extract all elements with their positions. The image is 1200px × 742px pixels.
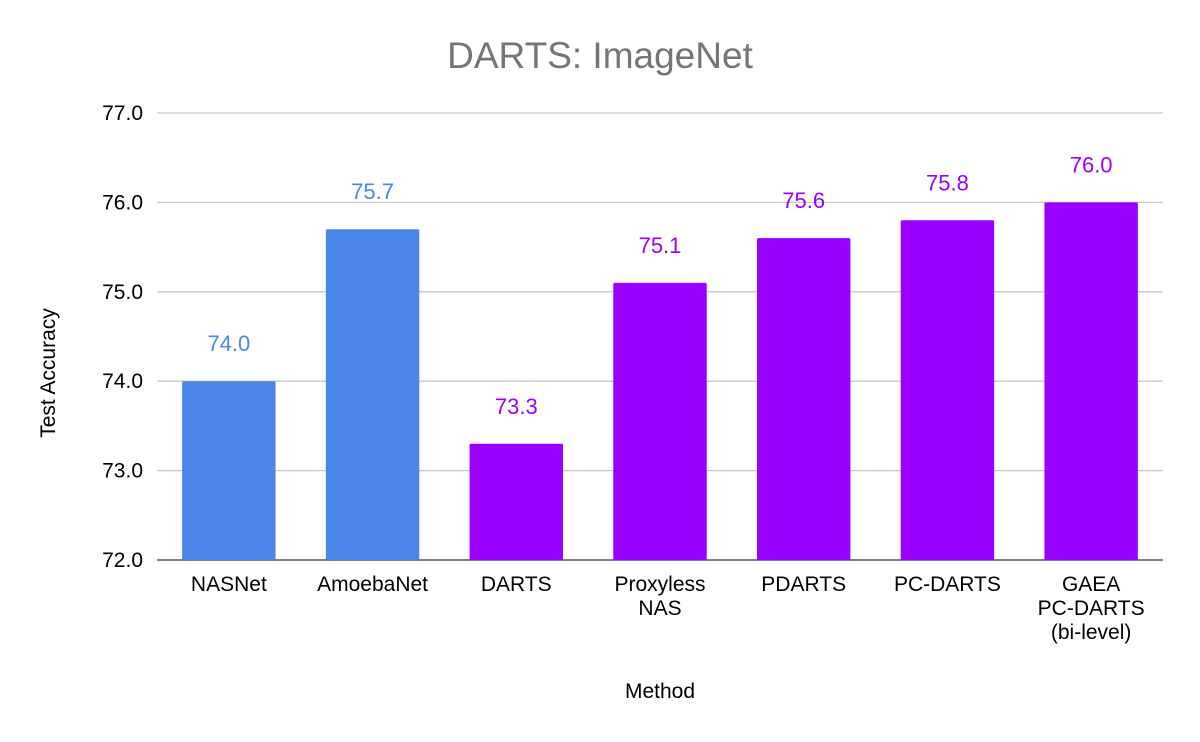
chart-title: DARTS: ImageNet bbox=[447, 35, 753, 76]
data-label: 75.8 bbox=[926, 170, 969, 195]
bar bbox=[757, 238, 851, 560]
data-label: 75.6 bbox=[782, 188, 825, 213]
x-tick-label: Proxyless bbox=[614, 573, 705, 596]
y-tick-label: 77.0 bbox=[102, 102, 143, 125]
bar bbox=[469, 443, 563, 560]
x-tick-label: PC-DARTS bbox=[894, 573, 1001, 596]
x-tick-label: (bi-level) bbox=[1051, 621, 1132, 644]
bar bbox=[900, 220, 995, 560]
data-labels: 74.0 75.7 73.3 75.1 75.6 75.8 76.0 bbox=[207, 152, 1112, 418]
x-tick-label: PC-DARTS bbox=[1038, 597, 1145, 620]
bars bbox=[182, 202, 1138, 560]
x-tick-label: NASNet bbox=[191, 573, 267, 596]
data-label: 74.0 bbox=[207, 331, 250, 356]
x-tick-label: GAEA bbox=[1062, 573, 1120, 596]
y-tick-label: 76.0 bbox=[102, 191, 143, 214]
y-axis-ticks: 72.0 73.0 74.0 75.0 76.0 77.0 bbox=[102, 102, 143, 572]
y-axis-title: Test Accuracy bbox=[37, 308, 60, 438]
x-tick-label: AmoebaNet bbox=[317, 573, 428, 596]
bar bbox=[182, 381, 276, 560]
y-tick-label: 75.0 bbox=[102, 281, 143, 304]
data-label: 75.1 bbox=[639, 233, 682, 258]
bar bbox=[325, 229, 420, 560]
x-tick-label: PDARTS bbox=[761, 573, 846, 596]
bar bbox=[1044, 202, 1138, 560]
data-label: 73.3 bbox=[495, 394, 538, 419]
x-axis-title: Method bbox=[625, 680, 695, 703]
y-tick-label: 74.0 bbox=[102, 370, 143, 393]
bar bbox=[613, 282, 707, 560]
data-label: 75.7 bbox=[351, 179, 394, 204]
x-tick-label: DARTS bbox=[481, 573, 552, 596]
x-tick-label: NAS bbox=[638, 597, 681, 620]
y-tick-label: 73.0 bbox=[102, 460, 143, 483]
data-label: 76.0 bbox=[1070, 152, 1113, 177]
y-tick-label: 72.0 bbox=[102, 549, 143, 572]
